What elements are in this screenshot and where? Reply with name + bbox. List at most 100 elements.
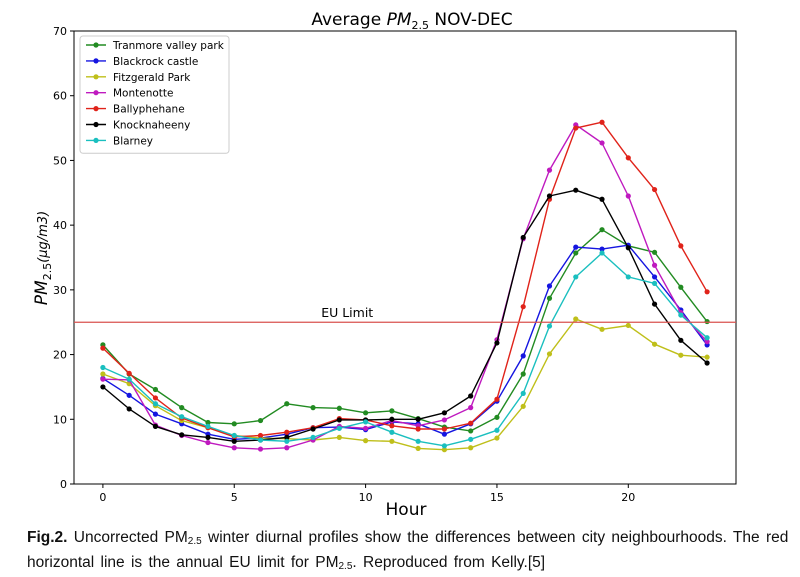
data-point — [468, 405, 474, 411]
data-point — [441, 417, 448, 423]
y-tick-label: 60 — [53, 90, 67, 103]
y-tick-label: 70 — [53, 25, 67, 38]
data-point — [152, 411, 159, 417]
data-point — [520, 353, 526, 359]
data-point — [625, 245, 631, 251]
plot-frame — [73, 30, 737, 485]
data-point — [362, 438, 369, 444]
data-point — [625, 193, 631, 199]
data-point — [179, 405, 185, 411]
data-point — [310, 434, 316, 441]
caption-text: winter diurnal profiles show the differe… — [27, 529, 789, 571]
data-point — [441, 426, 448, 432]
caption-subscript: 2.5 — [187, 536, 202, 547]
data-point — [599, 326, 605, 332]
legend-marker — [93, 42, 99, 48]
legend-marker — [93, 74, 99, 80]
x-tick-label: 5 — [231, 491, 238, 504]
data-point — [389, 429, 395, 435]
data-point — [205, 423, 211, 430]
data-point — [468, 436, 474, 442]
legend-entry: Blarney — [113, 135, 153, 147]
series-line — [102, 228, 708, 432]
series-line — [102, 121, 708, 438]
series-line — [102, 244, 708, 440]
data-point — [546, 283, 553, 289]
figure-caption: Fig.2. Uncorrected PM2.5 winter diurnal … — [27, 527, 792, 577]
data-point — [599, 227, 605, 233]
data-point — [205, 434, 211, 441]
data-point — [599, 119, 605, 125]
data-point — [599, 140, 605, 146]
data-point — [231, 421, 237, 427]
data-point — [546, 295, 553, 301]
data-point — [546, 323, 553, 329]
caption-text: Uncorrected PM — [67, 529, 188, 546]
data-point — [362, 419, 369, 425]
data-point — [573, 125, 579, 131]
data-point — [179, 414, 185, 420]
data-point — [100, 384, 106, 390]
data-point — [441, 410, 448, 416]
data-point — [573, 187, 579, 193]
data-point — [573, 274, 579, 280]
data-point — [520, 403, 526, 409]
data-point — [389, 408, 395, 414]
chart-title: Average PM2.5 NOV-DEC — [311, 10, 512, 32]
data-point — [152, 386, 159, 393]
data-point — [415, 426, 421, 432]
legend: Tranmore valley park Blackrock castle Fitz… — [79, 35, 230, 154]
x-tick-label: 20 — [621, 491, 635, 504]
series-line — [102, 318, 708, 451]
data-point — [546, 351, 553, 357]
data-point — [100, 371, 106, 377]
y-tick-label: 40 — [53, 219, 67, 232]
y-axis-label: PM2.5(μg/m3) — [32, 211, 54, 305]
data-point — [257, 417, 264, 424]
legend-entry: Knocknaheeny — [113, 120, 190, 132]
data-point — [205, 439, 211, 446]
data-point — [336, 434, 342, 441]
legend-entry: Montenotte — [113, 88, 174, 100]
data-point — [336, 425, 342, 431]
data-point — [468, 428, 474, 434]
data-point — [126, 370, 132, 376]
data-point — [546, 167, 553, 173]
x-axis-label: Hour — [386, 500, 427, 520]
y-tick-label: 30 — [53, 284, 67, 297]
data-point — [257, 446, 264, 452]
legend-entry: Ballyphehane — [113, 104, 185, 116]
data-point — [520, 304, 526, 310]
data-point — [231, 432, 237, 439]
legend-marker — [93, 90, 99, 96]
data-point — [599, 196, 605, 202]
legend-box — [79, 35, 230, 154]
data-point — [704, 360, 710, 366]
data-point — [126, 392, 132, 398]
y-tick-label: 50 — [53, 154, 67, 167]
x-tick-label: 15 — [490, 491, 504, 504]
data-point — [100, 345, 106, 351]
legend-entry: Tranmore valley park — [112, 40, 225, 52]
data-point — [573, 250, 579, 256]
y-tick-label: 0 — [60, 478, 67, 491]
data-point — [284, 401, 290, 407]
data-point — [625, 274, 631, 280]
data-point — [336, 405, 342, 411]
data-point — [494, 340, 500, 346]
data-point — [520, 234, 526, 241]
eu-limit-label: EU Limit — [321, 305, 373, 320]
data-point — [152, 395, 159, 401]
data-point — [651, 301, 658, 307]
data-point — [441, 443, 448, 449]
data-point — [231, 438, 237, 444]
data-point — [599, 250, 605, 256]
data-point — [284, 434, 290, 441]
data-point — [257, 432, 264, 439]
data-point — [494, 414, 500, 420]
data-point — [179, 432, 185, 438]
data-point — [389, 438, 395, 444]
series-line — [102, 189, 708, 442]
data-point — [599, 246, 605, 252]
data-point — [441, 447, 448, 453]
